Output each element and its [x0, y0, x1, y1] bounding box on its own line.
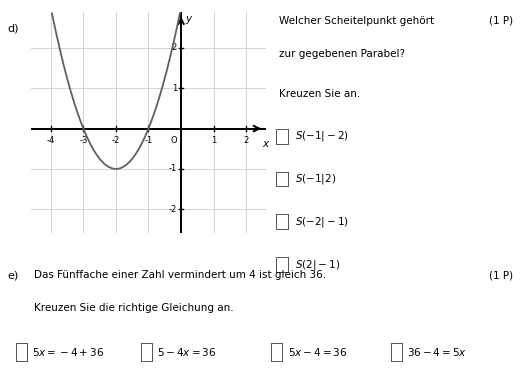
- Text: $5x = - 4 + 36$: $5x = - 4 + 36$: [32, 346, 104, 358]
- Text: -2: -2: [112, 136, 120, 145]
- Text: x: x: [263, 138, 269, 149]
- Text: $S(-1|-2)$: $S(-1|-2)$: [295, 129, 349, 143]
- Text: Das Fünffache einer Zahl vermindert um 4 ist gleich 36.: Das Fünffache einer Zahl vermindert um 4…: [34, 270, 326, 280]
- Text: $S(2|-1)$: $S(2|-1)$: [295, 258, 341, 272]
- Text: $36 - 4 = 5x$: $36 - 4 = 5x$: [407, 346, 467, 358]
- Text: $5x - 4 = 36$: $5x - 4 = 36$: [288, 346, 347, 358]
- Text: -4: -4: [47, 136, 55, 145]
- Text: (1 P): (1 P): [489, 16, 513, 26]
- Text: 2: 2: [172, 44, 177, 53]
- Text: -3: -3: [79, 136, 88, 145]
- Text: e): e): [8, 270, 19, 280]
- Text: $S(-2|-1)$: $S(-2|-1)$: [295, 215, 349, 229]
- Text: -1: -1: [144, 136, 153, 145]
- Text: -1: -1: [169, 165, 177, 173]
- Text: y: y: [185, 14, 191, 24]
- Text: $S(-1|2)$: $S(-1|2)$: [295, 172, 337, 186]
- Text: d): d): [8, 23, 19, 33]
- Text: Kreuzen Sie an.: Kreuzen Sie an.: [279, 89, 360, 100]
- Text: 2: 2: [243, 136, 249, 145]
- Text: Kreuzen Sie die richtige Gleichung an.: Kreuzen Sie die richtige Gleichung an.: [34, 303, 233, 314]
- Text: O: O: [170, 136, 177, 145]
- Text: 1: 1: [172, 84, 177, 93]
- Text: zur gegebenen Parabel?: zur gegebenen Parabel?: [279, 49, 405, 59]
- Text: (1 P): (1 P): [489, 270, 513, 280]
- Text: $5 - 4x = 36$: $5 - 4x = 36$: [157, 346, 217, 358]
- Text: -2: -2: [169, 205, 177, 214]
- Text: 1: 1: [211, 136, 216, 145]
- Text: Welcher Scheitelpunkt gehört: Welcher Scheitelpunkt gehört: [279, 16, 434, 26]
